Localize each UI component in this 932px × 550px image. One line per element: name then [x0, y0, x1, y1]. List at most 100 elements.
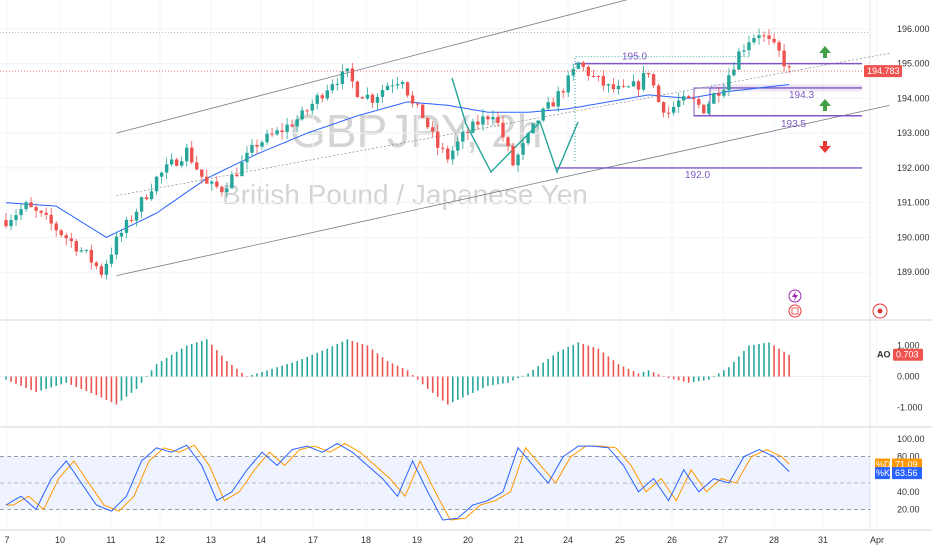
ao-bar: [391, 363, 394, 377]
ao-bar: [100, 376, 103, 398]
ao-bar: [527, 373, 529, 377]
arrow-up-icon: [819, 99, 831, 111]
time-tick-label: Apr: [870, 535, 884, 545]
candle-body: [9, 220, 13, 227]
ao-bar: [261, 371, 263, 377]
candle-body: [646, 73, 651, 75]
candle-body: [431, 127, 435, 132]
ao-bar: [462, 376, 464, 398]
candle-body: [159, 172, 164, 177]
ao-bar: [30, 376, 32, 390]
candle-body: [129, 219, 134, 221]
candle-body: [551, 102, 555, 107]
stochastic-series-name: %K: [876, 468, 890, 478]
candle-body: [74, 241, 78, 252]
candle-body: [119, 232, 124, 237]
ao-bar: [321, 350, 324, 377]
candle-body: [54, 223, 58, 231]
candle-body: [84, 249, 89, 251]
ao-bar: [587, 345, 590, 377]
candle-body: [64, 235, 68, 239]
ao-bar: [532, 369, 534, 377]
time-tick-label: 10: [55, 535, 65, 545]
candle-body: [712, 93, 716, 104]
candle-body: [144, 197, 149, 200]
candle-body: [290, 124, 294, 127]
target-icon[interactable]: [872, 303, 888, 319]
ao-bar: [316, 352, 319, 377]
ao-bar: [276, 367, 278, 377]
time-tick-label: 12: [155, 535, 165, 545]
ao-bar: [743, 350, 745, 377]
candle-body: [737, 51, 741, 70]
candle-body: [390, 85, 395, 87]
candle-body: [295, 119, 299, 127]
candle-body: [370, 94, 375, 103]
flag-event-icon[interactable]: [788, 304, 802, 318]
candle-body: [230, 174, 234, 189]
candle-body: [732, 69, 736, 76]
ao-bar: [291, 362, 293, 377]
ao-bar: [602, 352, 605, 377]
ao-bar: [301, 358, 303, 377]
time-tick-label: 31: [818, 535, 828, 545]
ao-bar: [607, 356, 610, 377]
candle-body: [481, 116, 485, 125]
ao-bar: [281, 365, 283, 377]
ao-bar: [733, 361, 735, 377]
ao-bar: [271, 368, 273, 377]
candle-body: [385, 85, 390, 91]
ao-bar: [251, 375, 253, 377]
candle-body: [265, 133, 269, 143]
ao-bar: [115, 376, 118, 405]
candle-body: [215, 181, 219, 187]
ao-bar: [175, 351, 178, 377]
ao-bar: [763, 343, 765, 377]
candle-body: [34, 207, 38, 211]
channel-upper-line: [116, 0, 628, 134]
ao-bar: [723, 370, 725, 377]
candle-body: [461, 131, 465, 142]
candle-body: [415, 103, 420, 105]
candle-body: [611, 84, 616, 90]
ao-bar: [110, 376, 113, 403]
candle-body: [682, 96, 686, 101]
candle-body: [671, 106, 676, 113]
flash-event-icon[interactable]: [788, 289, 802, 303]
candle-body: [225, 188, 229, 193]
ao-tick-label: -1.000: [897, 403, 923, 413]
ao-bar: [632, 371, 635, 377]
candle-body: [697, 99, 701, 105]
price-tick-label: 193.000: [897, 128, 930, 138]
candle-body: [661, 102, 666, 113]
ao-bar: [15, 376, 17, 384]
ao-bar: [542, 362, 544, 377]
candle-body: [250, 144, 254, 153]
ao-bar: [718, 373, 720, 377]
ao-bar: [150, 370, 153, 377]
candle-body: [24, 202, 28, 210]
candle-body: [69, 238, 73, 242]
ao-bar: [371, 349, 374, 377]
ao-bar: [421, 376, 424, 385]
candle-body: [531, 123, 535, 134]
candle-body: [44, 212, 48, 215]
ao-bar: [401, 368, 404, 377]
ao-bar: [472, 376, 474, 393]
time-tick-label: 28: [769, 535, 779, 545]
pattern-line: [451, 77, 579, 174]
ao-bar: [512, 376, 514, 381]
ao-bar: [366, 345, 369, 377]
ao-bar: [180, 348, 183, 377]
time-tick-label: 11: [106, 535, 115, 545]
ao-bar: [381, 357, 384, 377]
candle-body: [285, 124, 289, 132]
ao-bar: [738, 356, 740, 377]
ao-bar: [482, 376, 484, 389]
ao-bar: [642, 371, 645, 377]
time-tick-label: 13: [206, 535, 216, 545]
candle-body: [556, 91, 560, 107]
stochastic-tick-label: 80.00: [897, 452, 920, 462]
candle-body: [154, 176, 159, 192]
ao-bar: [120, 376, 123, 401]
